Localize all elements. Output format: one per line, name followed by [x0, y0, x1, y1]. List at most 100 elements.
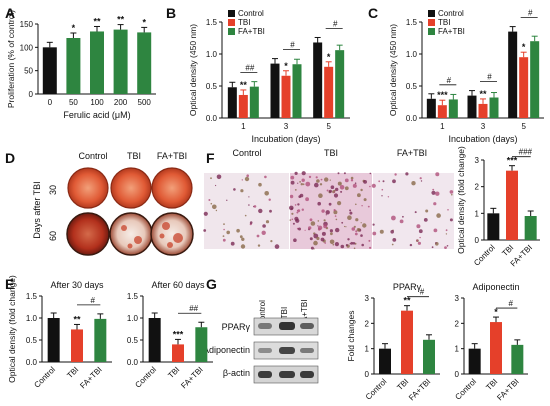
chart-b-sig-mark: * — [284, 61, 288, 71]
micrograph-dot — [323, 224, 328, 229]
micrograph-dot — [416, 224, 421, 229]
micrograph-dot — [324, 177, 329, 182]
micrograph-dot — [350, 179, 354, 182]
micrograph-dot — [215, 184, 217, 187]
micrograph-dot — [381, 188, 384, 191]
micrograph-dot — [301, 208, 304, 211]
micrograph-dot — [372, 223, 375, 226]
micrograph-dot — [432, 188, 435, 191]
micrograph-dot — [372, 231, 377, 236]
micrograph-dot — [320, 237, 325, 242]
micrograph-dot — [347, 238, 350, 241]
micrograph-dot — [294, 189, 297, 191]
chart-g1-xtick-label: FA+TBI — [407, 377, 432, 402]
micrograph-dot — [337, 181, 342, 186]
micrograph-dot — [293, 238, 297, 242]
chart-a-ytick-label: 150 — [20, 20, 34, 29]
micrograph-dot — [333, 209, 336, 212]
chart-g2-hash-mark: # — [508, 299, 513, 308]
chart-e1-ytick-label: 0.0 — [26, 358, 38, 367]
micrograph-dot — [222, 238, 226, 242]
chart-b-bar-Control-5 — [313, 42, 323, 119]
chart-g1-bar-TBI — [401, 310, 413, 374]
micrograph-dot — [349, 243, 351, 245]
chart-e1-ytick-label: 0.5 — [26, 336, 38, 345]
chart-g1-ytick-label: 0 — [365, 370, 370, 379]
micrograph-dot — [300, 183, 303, 186]
chart-g2-sig-mark: * — [494, 307, 498, 317]
blot-lane-fatbi: FA+TBI — [300, 300, 309, 327]
micrograph-dot — [304, 229, 306, 231]
chart-g2-ytick-label: 0 — [455, 370, 460, 379]
chart-c-bar-TBI-1 — [437, 105, 447, 118]
micrograph-dot — [289, 219, 292, 221]
micrograph-dot — [339, 185, 345, 190]
chart-c-sig-mark: ** — [479, 89, 487, 99]
micrograph-dot — [405, 172, 409, 176]
micrograph-dot — [261, 230, 266, 235]
micrograph-dot — [305, 181, 311, 187]
micrograph-dot — [317, 201, 322, 206]
micrograph-dot — [446, 245, 449, 247]
micrograph-dot — [449, 190, 454, 194]
chart-b-ytick-label: 1.0 — [206, 50, 218, 59]
micrograph-dot — [368, 239, 371, 242]
micrograph-dot — [419, 236, 421, 239]
micrograph-dot — [431, 246, 434, 249]
micrograph-dot — [417, 241, 421, 245]
chart-g1-bar-Control — [379, 348, 391, 374]
micrograph-dot — [294, 171, 298, 175]
chart-a-ytick-label: 50 — [24, 67, 33, 76]
micrograph-dot — [317, 225, 323, 230]
chart-b-bar-TBI-1 — [238, 94, 248, 118]
micrograph-dot — [353, 225, 356, 228]
micrograph-dot — [320, 178, 323, 181]
micrograph-dot — [316, 236, 320, 241]
dish-60-tbi — [109, 212, 153, 256]
micrograph-dot — [308, 226, 312, 230]
chart-e1-ytick-label: 1.5 — [26, 292, 38, 301]
dish-30-control — [67, 167, 109, 209]
chart-g1-ylabel: Fold changes — [346, 310, 356, 361]
chart-a-xtick-label: 100 — [90, 98, 104, 107]
micrograph-dot — [333, 191, 336, 193]
chart-b-xtick-label: 1 — [241, 122, 246, 131]
chart-a-sig-mark: ** — [93, 16, 101, 26]
chart-a-xtick-label: 500 — [138, 98, 152, 107]
chart-b-sig-mark: * — [327, 52, 331, 62]
micrograph-dot — [352, 242, 356, 245]
panel-f-images: Control TBI FA+TBI — [203, 148, 454, 250]
chart-a-xtick-label: 0 — [48, 98, 53, 107]
micrograph-dot — [223, 228, 225, 231]
micrograph-dot — [354, 182, 357, 184]
micrograph-dot — [223, 223, 225, 226]
chart-c-ytick-label: 1.5 — [406, 18, 418, 27]
micrograph-dot — [239, 235, 243, 239]
micrograph-dot — [367, 205, 370, 208]
chart-b-sig-mark: ** — [240, 80, 248, 90]
micrograph-dot — [340, 244, 345, 249]
micrograph-dot — [355, 230, 358, 233]
panel-f-col-tbi: TBI — [324, 148, 338, 158]
chart-b-bar-FA+TBI-3 — [292, 64, 302, 118]
micrograph-dot — [257, 244, 261, 247]
panel-label-g: G — [206, 276, 217, 292]
dish-60-fatbi — [150, 212, 194, 256]
micrograph-dot — [363, 180, 367, 184]
micrograph-dot — [349, 209, 352, 212]
micrograph-dot — [363, 198, 367, 202]
panel-d-row-30: 30 — [48, 185, 58, 195]
micrograph-dot — [246, 174, 249, 177]
micrograph-dot — [321, 231, 326, 236]
micrograph-dot — [248, 196, 250, 198]
chart-g2-ytick-label: 1 — [455, 345, 460, 354]
micrograph-dot — [269, 209, 272, 213]
micrograph-dot — [360, 188, 363, 192]
micrograph-dot — [241, 237, 245, 241]
micrograph-dot — [297, 209, 301, 213]
micrograph-dot — [244, 214, 247, 217]
micrograph-dot — [265, 220, 270, 224]
chart-f-sig-mark: *** — [507, 156, 518, 166]
chart-b-bar-TBI-5 — [324, 66, 334, 118]
micrograph-dot — [433, 228, 438, 233]
